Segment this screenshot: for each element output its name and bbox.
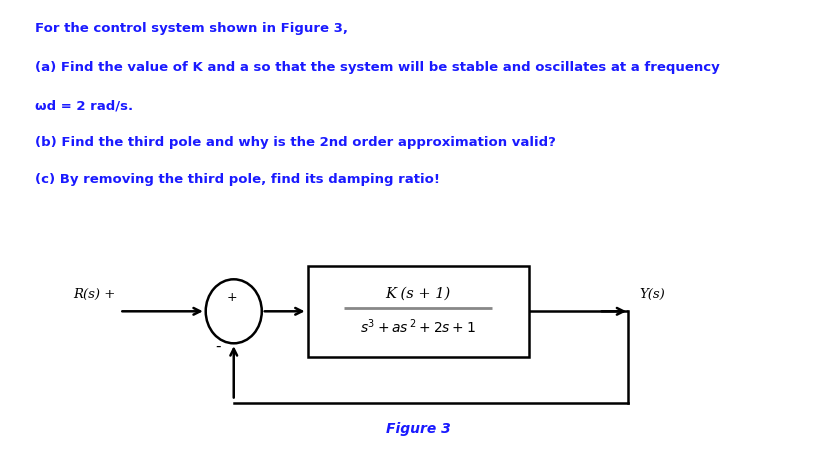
Text: R(s) +: R(s) +: [74, 287, 115, 300]
Text: For the control system shown in Figure 3,: For the control system shown in Figure 3…: [34, 22, 347, 35]
Text: Y(s): Y(s): [640, 287, 665, 300]
Text: ωd = 2 rad/s.: ωd = 2 rad/s.: [34, 100, 133, 112]
Text: $s^3 + as^{\,2} + 2s + 1$: $s^3 + as^{\,2} + 2s + 1$: [360, 317, 476, 336]
Text: (b) Find the third pole and why is the 2nd order approximation valid?: (b) Find the third pole and why is the 2…: [34, 136, 555, 149]
Text: (a) Find the value of K and a so that the system will be stable and oscillates a: (a) Find the value of K and a so that th…: [34, 61, 719, 73]
Text: (c) By removing the third pole, find its damping ratio!: (c) By removing the third pole, find its…: [34, 173, 440, 185]
Text: K (s + 1): K (s + 1): [386, 286, 450, 300]
Text: -: -: [215, 338, 220, 353]
Text: Figure 3: Figure 3: [386, 421, 450, 435]
Text: +: +: [227, 291, 238, 303]
Bar: [307, 266, 529, 357]
